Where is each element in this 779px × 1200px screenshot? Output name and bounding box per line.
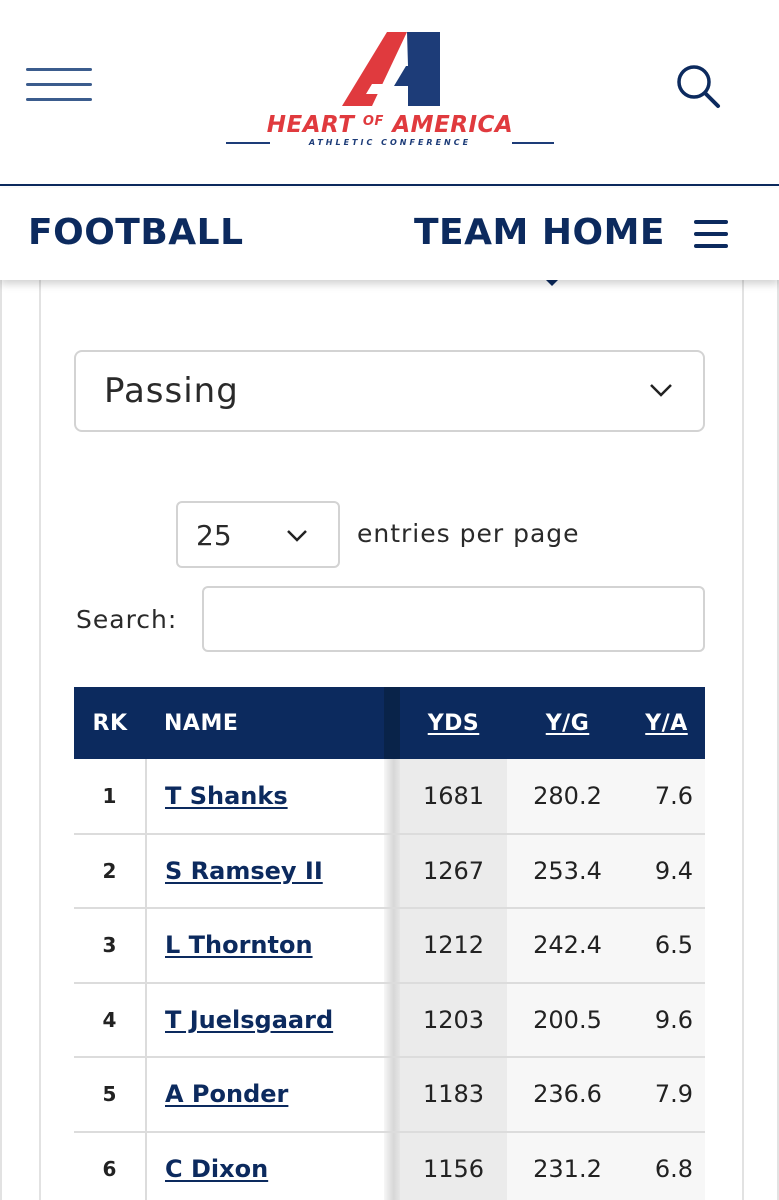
- content-card: [39, 280, 744, 1200]
- table-row: 4 T Juelsgaard 1203 200.5 9.6: [74, 982, 705, 1058]
- search-icon[interactable]: [674, 62, 722, 110]
- yg-cell: 236.6: [507, 1057, 628, 1133]
- name-cell: L Thornton: [146, 908, 384, 984]
- player-link[interactable]: L Thornton: [165, 931, 313, 960]
- column-header-rk: RK: [74, 687, 146, 759]
- column-header-name: NAME: [146, 687, 384, 759]
- site-header: HEART OF AMERICA ATHLETIC CONFERENCE: [0, 0, 779, 186]
- rank-cell: 1: [74, 759, 147, 835]
- column-header-yds[interactable]: YDS: [400, 687, 507, 759]
- team-bar: FOOTBALL TEAM HOME: [0, 188, 779, 280]
- column-divider: [384, 1057, 400, 1133]
- search-label: Search:: [76, 605, 178, 634]
- column-divider: [384, 759, 400, 835]
- name-cell: T Shanks: [146, 759, 384, 835]
- main-menu-icon[interactable]: [26, 66, 92, 106]
- entries-value: 25: [196, 519, 232, 552]
- rank-cell: 4: [74, 982, 147, 1058]
- sport-title[interactable]: FOOTBALL: [28, 212, 244, 253]
- entries-per-page-select[interactable]: 25: [176, 501, 340, 568]
- table-row: 2 S Ramsey II 1267 253.4 9.4: [74, 833, 705, 909]
- yg-cell: 231.2: [507, 1131, 628, 1200]
- column-divider: [384, 908, 400, 984]
- name-cell: S Ramsey II: [146, 833, 384, 909]
- team-menu-icon[interactable]: [694, 218, 730, 250]
- yds-cell: 1681: [400, 759, 507, 835]
- rank-cell: 6: [74, 1131, 147, 1200]
- column-divider: [384, 687, 400, 759]
- rank-cell: 3: [74, 908, 147, 984]
- column-header-yg[interactable]: Y/G: [507, 687, 628, 759]
- logo-a-mark-icon: [342, 32, 440, 106]
- ya-cell: 7.6: [628, 759, 705, 835]
- table-row: 5 A Ponder 1183 236.6 7.9: [74, 1057, 705, 1133]
- ya-cell: 9.4: [628, 833, 705, 909]
- player-link[interactable]: A Ponder: [165, 1080, 289, 1109]
- table-header-row: RK NAME YDS Y/G Y/A: [74, 687, 705, 759]
- rank-cell: 2: [74, 833, 147, 909]
- team-home-link[interactable]: TEAM HOME: [414, 212, 666, 253]
- chevron-down-icon: [650, 384, 672, 397]
- content-panel: [0, 280, 779, 1200]
- name-cell: A Ponder: [146, 1057, 384, 1133]
- entries-label: entries per page: [357, 519, 580, 548]
- ya-cell: 6.8: [628, 1131, 705, 1200]
- column-divider: [384, 833, 400, 909]
- table-row: 1 T Shanks 1681 280.2 7.6: [74, 759, 705, 835]
- yg-cell: 242.4: [507, 908, 628, 984]
- ya-cell: 7.9: [628, 1057, 705, 1133]
- stat-category-value: Passing: [104, 371, 239, 411]
- player-link[interactable]: T Juelsgaard: [165, 1005, 334, 1034]
- logo-subtitle: ATHLETIC CONFERENCE: [308, 138, 472, 147]
- search-input[interactable]: [202, 586, 705, 652]
- column-divider: [384, 1131, 400, 1200]
- column-header-ya[interactable]: Y/A: [628, 687, 705, 759]
- player-link[interactable]: C Dixon: [165, 1154, 269, 1183]
- yg-cell: 253.4: [507, 833, 628, 909]
- column-divider: [384, 982, 400, 1058]
- yg-cell: 280.2: [507, 759, 628, 835]
- conference-logo[interactable]: HEART OF AMERICA ATHLETIC CONFERENCE: [222, 26, 558, 152]
- yds-cell: 1212: [400, 908, 507, 984]
- stat-category-select[interactable]: Passing: [74, 350, 705, 432]
- yds-cell: 1267: [400, 833, 507, 909]
- yds-cell: 1203: [400, 982, 507, 1058]
- table-row: 6 C Dixon 1156 231.2 6.8: [74, 1131, 705, 1200]
- table-row: 3 L Thornton 1212 242.4 6.5: [74, 908, 705, 984]
- ya-cell: 6.5: [628, 908, 705, 984]
- player-link[interactable]: S Ramsey II: [165, 856, 323, 885]
- player-link[interactable]: T Shanks: [165, 781, 288, 810]
- dropdown-caret-icon: [546, 280, 558, 286]
- name-cell: C Dixon: [146, 1131, 384, 1200]
- logo-wordmark: HEART OF AMERICA: [266, 112, 514, 138]
- yg-cell: 200.5: [507, 982, 628, 1058]
- yds-cell: 1156: [400, 1131, 507, 1200]
- yds-cell: 1183: [400, 1057, 507, 1133]
- ya-cell: 9.6: [628, 982, 705, 1058]
- chevron-down-icon: [287, 530, 307, 542]
- stats-table: RK NAME YDS Y/G Y/A 1 T Shanks 1681 280.…: [74, 687, 705, 1200]
- name-cell: T Juelsgaard: [146, 982, 384, 1058]
- rank-cell: 5: [74, 1057, 147, 1133]
